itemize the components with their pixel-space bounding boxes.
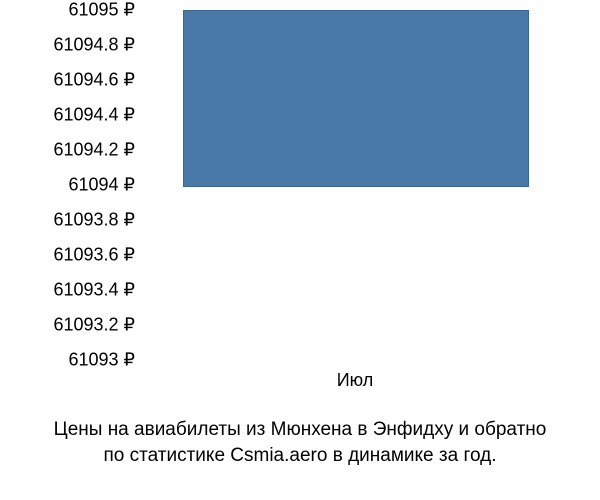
y-tick: 61094.2 ₽: [0, 140, 135, 161]
chart-caption: Цены на авиабилеты из Мюнхена в Энфидху …: [0, 417, 600, 470]
y-tick: 61093.2 ₽: [0, 315, 135, 336]
y-tick: 61093.6 ₽: [0, 245, 135, 266]
y-tick: 61094 ₽: [0, 175, 135, 196]
caption-line1: Цены на авиабилеты из Мюнхена в Энфидху …: [54, 419, 547, 440]
x-tick: Июл: [337, 370, 374, 391]
chart-container: 61095 ₽ 61094.8 ₽ 61094.6 ₽ 61094.4 ₽ 61…: [0, 0, 600, 500]
plot-area: [140, 10, 570, 360]
y-tick: 61094.6 ₽: [0, 70, 135, 91]
y-tick: 61094.8 ₽: [0, 35, 135, 56]
y-tick: 61093.8 ₽: [0, 210, 135, 231]
x-axis: Июл: [140, 370, 570, 400]
caption-line2: по статистике Csmia.aero в динамике за г…: [104, 445, 497, 466]
y-tick: 61093 ₽: [0, 350, 135, 371]
y-tick: 61094.4 ₽: [0, 105, 135, 126]
y-tick: 61093.4 ₽: [0, 280, 135, 301]
bar-jul: [183, 10, 529, 187]
y-tick: 61095 ₽: [0, 0, 135, 21]
y-axis: 61095 ₽ 61094.8 ₽ 61094.6 ₽ 61094.4 ₽ 61…: [0, 10, 135, 360]
